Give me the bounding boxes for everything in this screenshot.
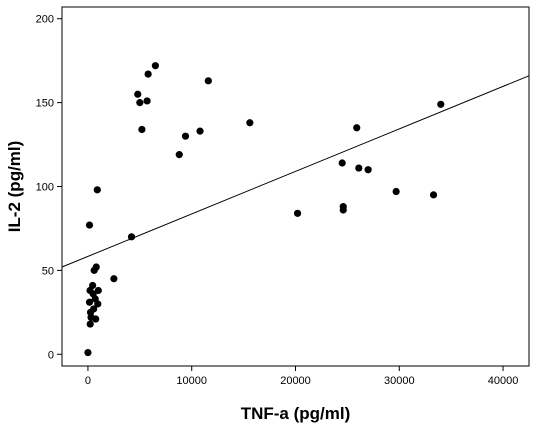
data-point <box>181 132 190 140</box>
y-tick-label: 50 <box>42 265 54 277</box>
data-point <box>86 320 94 328</box>
data-point <box>143 97 151 105</box>
fit-line <box>61 75 530 268</box>
data-point <box>429 191 438 199</box>
data-point <box>364 166 372 174</box>
data-point <box>196 127 204 135</box>
data-point <box>437 100 445 108</box>
data-point <box>338 159 346 167</box>
data-point <box>175 151 183 159</box>
data-point <box>144 70 152 78</box>
x-axis-ticks: 0 10000 20000 30000 40000 <box>85 366 518 387</box>
x-axis-title: TNF-a (pg/ml) <box>241 404 351 423</box>
data-point <box>293 209 302 217</box>
y-tick-label: 100 <box>36 182 54 194</box>
plot-frame <box>61 6 530 367</box>
data-point <box>136 99 144 107</box>
fit-line-group <box>61 75 530 268</box>
data-point <box>204 77 212 85</box>
data-point <box>94 300 102 308</box>
data-points <box>84 62 445 357</box>
x-tick-label: 40000 <box>488 375 519 387</box>
data-point <box>355 164 363 172</box>
data-point <box>85 221 94 229</box>
data-point <box>92 263 100 271</box>
y-tick-label: 200 <box>36 14 54 26</box>
data-point <box>93 186 101 194</box>
data-point <box>151 62 159 70</box>
data-point <box>134 90 142 98</box>
y-tick-label: 150 <box>36 98 54 110</box>
y-axis-ticks: 0 50 100 150 200 <box>36 14 62 361</box>
x-tick-label: 0 <box>85 375 91 387</box>
y-axis-title: IL-2 (pg/ml) <box>5 141 24 233</box>
x-tick-label: 10000 <box>176 375 207 387</box>
data-point <box>85 298 94 306</box>
data-point <box>89 281 97 290</box>
y-tick-label: 0 <box>48 349 54 361</box>
data-point <box>94 286 102 295</box>
data-point <box>84 348 92 357</box>
data-point <box>353 124 361 132</box>
x-tick-label: 30000 <box>384 375 415 387</box>
data-point <box>339 206 347 214</box>
data-point <box>92 315 100 323</box>
data-point <box>246 119 254 127</box>
data-point <box>90 305 98 313</box>
data-point <box>110 275 118 283</box>
data-point <box>127 233 136 241</box>
data-point <box>138 125 146 134</box>
x-tick-label: 20000 <box>280 375 311 387</box>
data-point <box>392 187 400 196</box>
